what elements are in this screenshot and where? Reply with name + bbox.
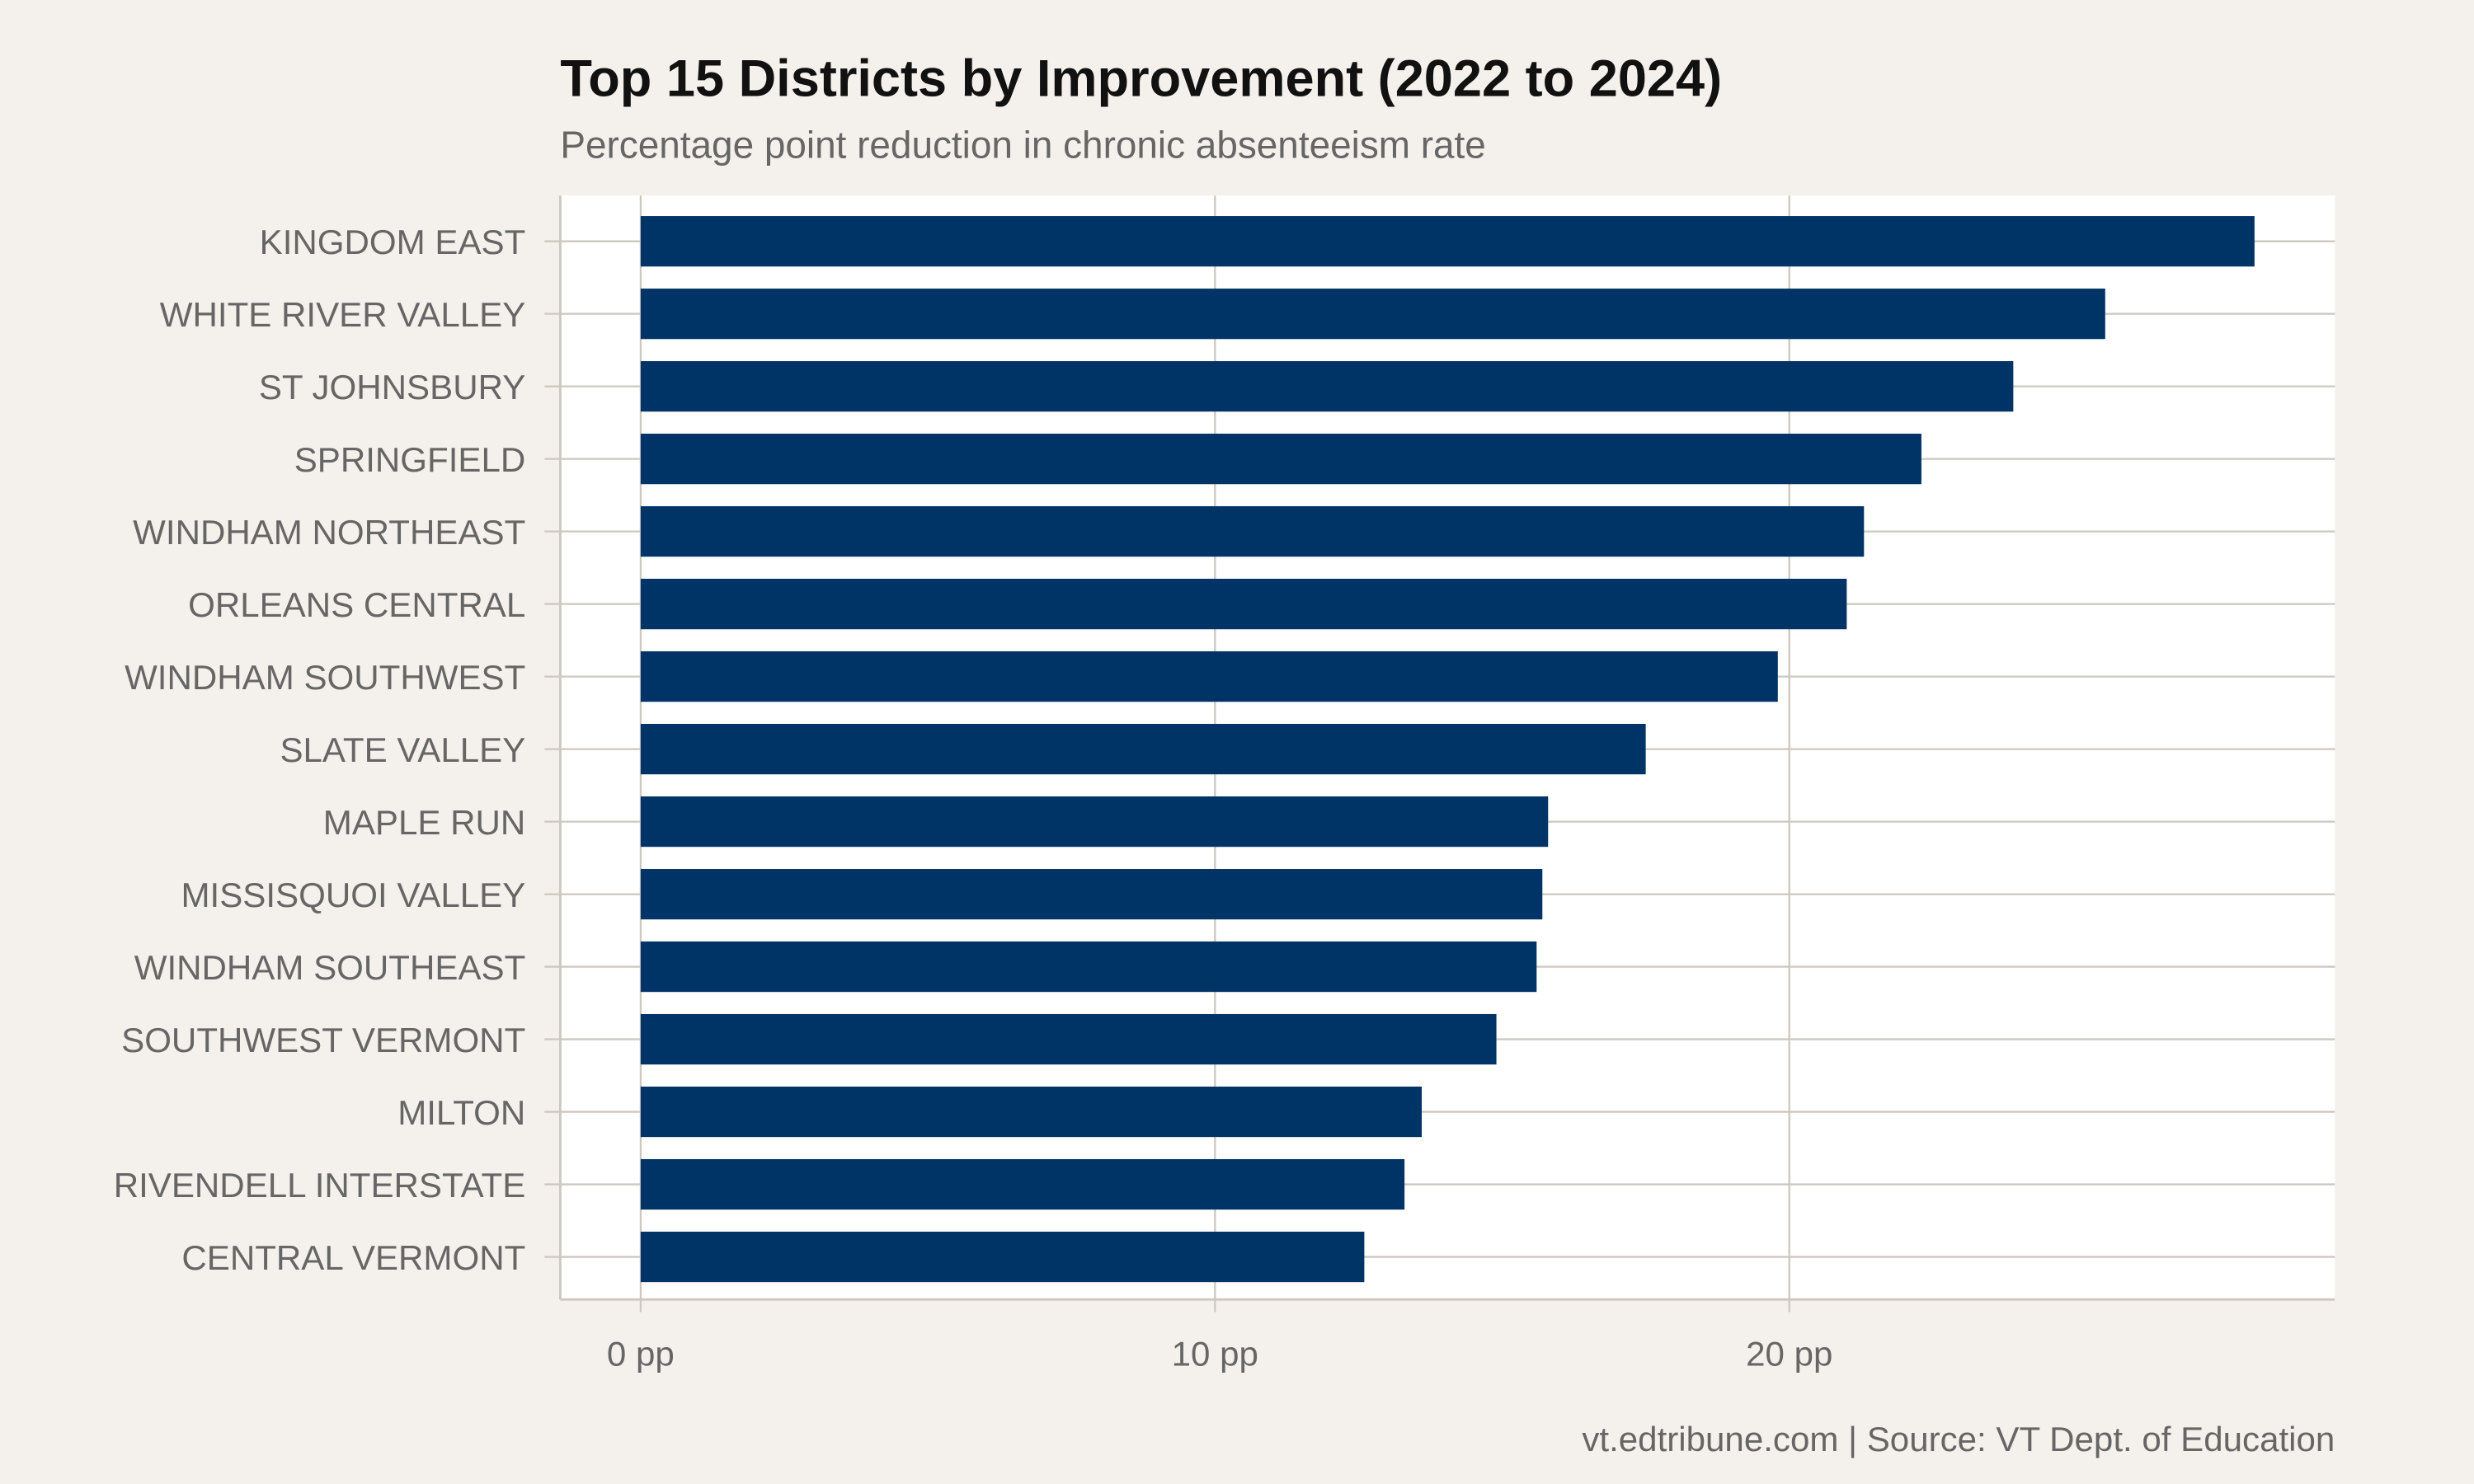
y-tick-label: RIVENDELL INTERSTATE — [114, 1166, 526, 1205]
y-tick-label: ST JOHNSBURY — [259, 368, 525, 406]
bar-windham-northeast — [640, 506, 1865, 557]
y-tick-label: WHITE RIVER VALLEY — [160, 295, 525, 334]
y-tick-label: CENTRAL VERMONT — [181, 1238, 525, 1277]
y-tick-label: MISSISQUOI VALLEY — [181, 876, 525, 914]
chart-subtitle: Percentage point reduction in chronic ab… — [560, 123, 1485, 166]
x-tick-label: 20 pp — [1746, 1335, 1832, 1374]
y-tick-label: KINGDOM EAST — [260, 223, 526, 261]
y-axis-labels: KINGDOM EAST WHITE RIVER VALLEY ST JOHNSBU… — [114, 223, 526, 1277]
chart-title: Top 15 Districts by Improvement (2022 to… — [560, 50, 1722, 108]
y-tick-label: SLATE VALLEY — [280, 730, 525, 769]
bar-white-river-valley — [640, 289, 2105, 340]
bars — [640, 216, 2255, 1283]
bar-kingdom-east — [640, 216, 2255, 267]
y-tick-label: SPRINGFIELD — [294, 440, 526, 479]
y-tick-label: SOUTHWEST VERMONT — [121, 1021, 525, 1059]
y-tick-label: WINDHAM SOUTHEAST — [134, 948, 526, 987]
bar-st-johnsbury — [640, 361, 2014, 412]
y-tick-label: WINDHAM SOUTHWEST — [125, 658, 525, 697]
chart-caption: vt.edtribune.com | Source: VT Dept. of E… — [1582, 1420, 2335, 1458]
bar-slate-valley — [640, 724, 1646, 775]
bar-maple-run — [640, 796, 1549, 848]
bar-milton — [640, 1086, 1423, 1138]
y-tick-label: MILTON — [397, 1093, 525, 1132]
x-tick-label: 0 pp — [607, 1335, 675, 1374]
x-tick-label: 10 pp — [1172, 1335, 1258, 1374]
bar-missisquoi-valley — [640, 868, 1543, 920]
bar-central-vermont — [640, 1231, 1365, 1283]
y-tick-label: ORLEANS CENTRAL — [188, 585, 525, 624]
bar-windham-southwest — [640, 651, 1778, 702]
bar-rivendell-interstate — [640, 1158, 1405, 1210]
bar-windham-southeast — [640, 941, 1537, 993]
y-tick-label: WINDHAM NORTHEAST — [133, 513, 525, 552]
y-tick-label: MAPLE RUN — [323, 803, 526, 842]
x-axis-labels: 0 pp 10 pp 20 pp — [607, 1335, 1832, 1374]
bar-southwest-vermont — [640, 1013, 1497, 1065]
bar-springfield — [640, 434, 1921, 485]
bar-orleans-central — [640, 579, 1847, 630]
